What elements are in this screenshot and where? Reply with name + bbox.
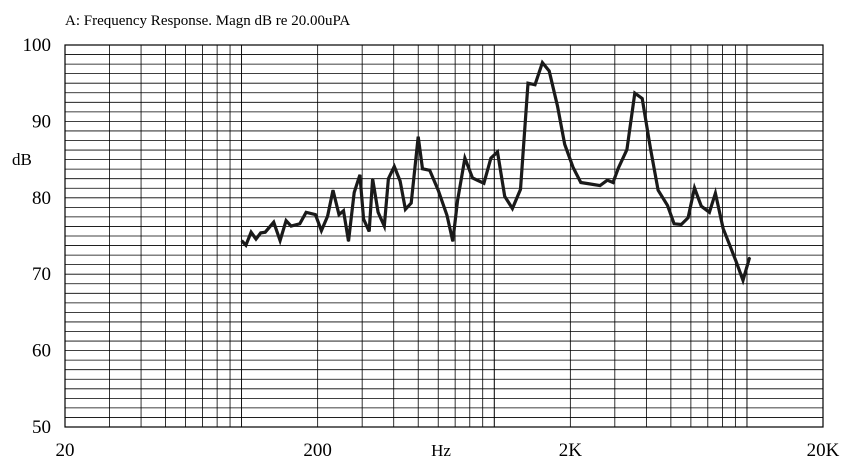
data-point — [749, 256, 751, 258]
data-point — [372, 178, 374, 180]
data-point — [273, 221, 275, 223]
data-point — [264, 231, 266, 233]
y-tick-label: 80 — [32, 188, 51, 209]
data-point — [363, 218, 365, 220]
grid — [64, 44, 824, 428]
data-point — [305, 211, 307, 213]
data-point — [387, 178, 389, 180]
data-point — [368, 230, 370, 232]
data-point — [456, 200, 459, 202]
data-point — [250, 231, 252, 233]
data-point — [429, 169, 431, 171]
data-point — [589, 183, 591, 185]
data-point — [641, 97, 643, 100]
data-point — [478, 180, 480, 182]
data-point — [714, 192, 717, 194]
data-point — [320, 230, 322, 232]
data-point — [299, 223, 301, 225]
data-point — [572, 166, 574, 168]
data-point — [541, 62, 544, 64]
data-point — [245, 244, 247, 246]
data-point — [519, 188, 522, 190]
data-point — [410, 202, 412, 204]
data-point — [290, 225, 292, 227]
data-point — [680, 223, 682, 226]
data-point — [255, 238, 257, 240]
data-point — [342, 210, 345, 212]
x-tick-label: 20 — [56, 440, 75, 461]
data-point — [564, 143, 566, 145]
data-point — [527, 82, 529, 84]
data-point — [353, 191, 355, 194]
data-point — [735, 260, 737, 262]
data-point — [511, 207, 513, 210]
y-tick-label: 90 — [32, 111, 51, 132]
data-point — [471, 177, 474, 179]
x-tick-label: 2K — [559, 440, 583, 461]
data-point — [649, 147, 652, 149]
y-tick-label: 60 — [32, 341, 51, 362]
y-tick-label: 100 — [23, 35, 52, 56]
data-point — [347, 240, 350, 242]
data-point — [399, 180, 401, 182]
data-point — [548, 70, 550, 72]
data-point — [612, 181, 614, 184]
data-point — [556, 105, 559, 107]
response-line — [240, 59, 752, 286]
data-point — [580, 181, 582, 184]
data-point — [446, 214, 448, 216]
data-point — [700, 205, 702, 207]
data-point — [359, 174, 361, 176]
data-point — [666, 204, 669, 206]
data-point — [241, 240, 243, 242]
data-point — [673, 223, 675, 225]
data-point — [332, 189, 334, 191]
chart-title: A: Frequency Response. Magn dB re 20.00u… — [65, 13, 350, 29]
data-point — [626, 149, 628, 151]
data-point — [490, 157, 492, 159]
data-point — [496, 151, 499, 153]
data-point — [421, 168, 424, 170]
tick-labels: 50 60 70 80 90 100 20 200 2K 20K — [23, 35, 840, 461]
x-axis-label: Hz — [431, 441, 451, 460]
data-point — [504, 195, 506, 197]
data-point — [437, 189, 439, 191]
data-point — [393, 165, 395, 168]
data-point — [693, 187, 696, 189]
y-tick-label: 70 — [32, 264, 51, 285]
data-point — [464, 157, 466, 159]
data-point — [606, 179, 608, 181]
data-point — [314, 214, 316, 216]
data-point — [260, 232, 262, 234]
data-point — [285, 220, 287, 222]
data-point — [452, 240, 454, 242]
data-point — [377, 211, 379, 213]
data-point — [599, 185, 601, 187]
data-point — [404, 208, 406, 210]
data-point — [687, 217, 689, 219]
data-point — [483, 182, 485, 184]
data-point — [383, 225, 385, 227]
data-point — [634, 92, 636, 94]
series-layer — [240, 59, 752, 286]
data-point — [534, 84, 536, 86]
x-tick-label: 20K — [807, 440, 840, 461]
data-point — [742, 279, 744, 281]
data-point — [327, 215, 329, 217]
data-point — [417, 136, 419, 138]
data-point — [728, 243, 730, 245]
y-axis-label: dB — [12, 150, 32, 169]
x-tick-label: 200 — [303, 440, 332, 461]
data-point — [279, 240, 281, 242]
data-point — [657, 189, 659, 191]
data-point — [722, 227, 724, 229]
data-point — [708, 211, 711, 213]
y-tick-label: 50 — [32, 417, 51, 438]
data-point — [338, 214, 340, 216]
data-point — [617, 167, 620, 169]
